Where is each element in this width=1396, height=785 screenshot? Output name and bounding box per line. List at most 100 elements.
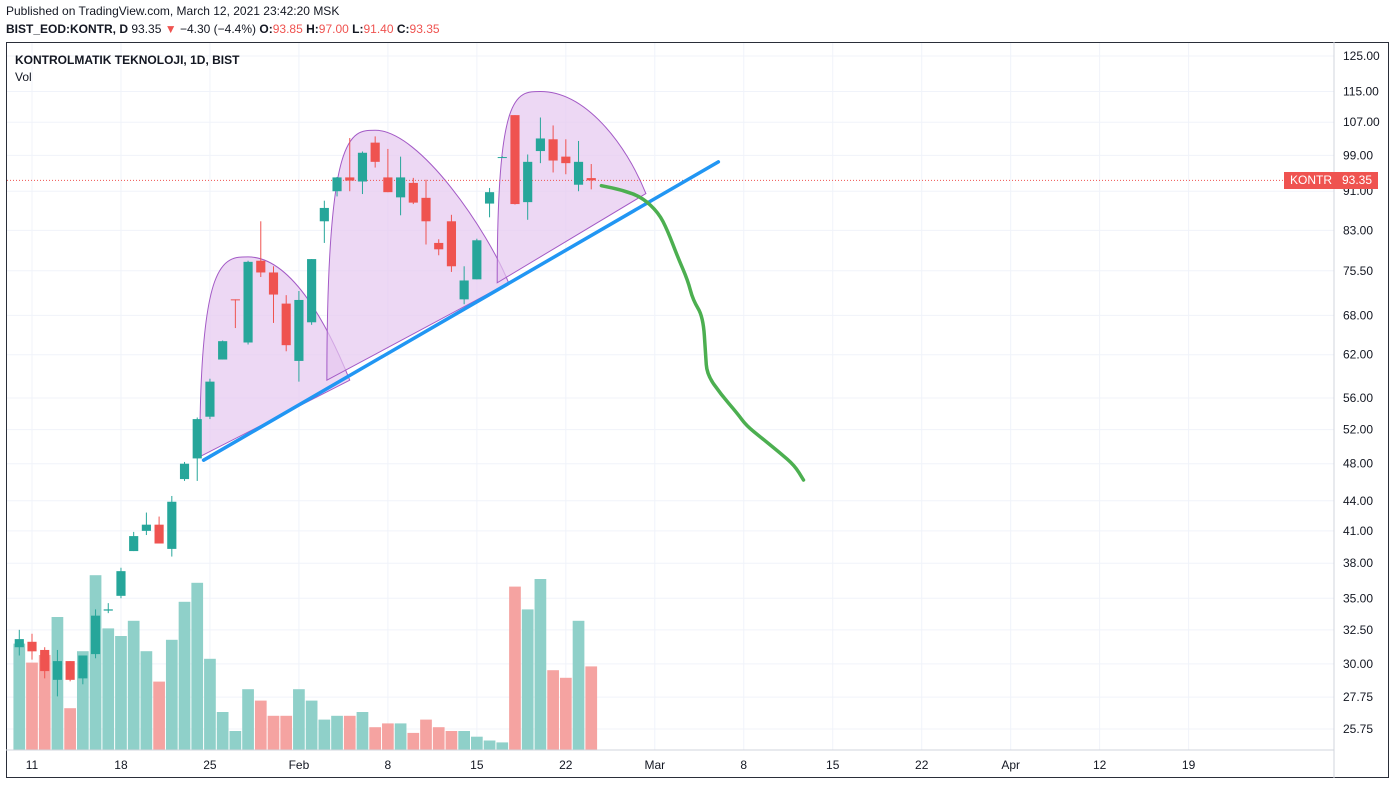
price-tick-label: 25.75 bbox=[1343, 722, 1373, 736]
time-tick-label: 25 bbox=[203, 758, 217, 772]
candle-body bbox=[65, 661, 75, 680]
candle-body bbox=[561, 156, 571, 164]
volume-bar bbox=[191, 582, 204, 750]
candle-body bbox=[408, 182, 418, 203]
candle-body bbox=[535, 138, 545, 152]
head-shoulder-arc[interactable] bbox=[326, 129, 510, 382]
volume-bar bbox=[153, 681, 165, 750]
candle-body bbox=[383, 177, 393, 193]
time-tick-label: 11 bbox=[26, 758, 39, 772]
price-axis: 125.00115.00107.0099.0091.0083.0075.5068… bbox=[1343, 49, 1380, 736]
volume-bar bbox=[483, 740, 496, 750]
candle-body bbox=[484, 192, 495, 204]
volume-bar bbox=[559, 677, 572, 750]
candle-body bbox=[370, 142, 380, 162]
volume-bar bbox=[102, 628, 115, 750]
volume-bar bbox=[318, 719, 331, 750]
candle-body bbox=[357, 152, 368, 182]
open-value: 93.85 bbox=[272, 22, 303, 36]
candle-body bbox=[192, 419, 202, 459]
time-tick-label: 22 bbox=[559, 758, 573, 772]
volume-bars bbox=[13, 575, 598, 750]
drawing-overlays bbox=[201, 160, 806, 482]
volume-bar bbox=[26, 662, 38, 750]
candle-body bbox=[103, 609, 113, 611]
last-price-tag: KONTR 93.35 bbox=[1284, 171, 1378, 189]
high-value: 97.00 bbox=[318, 22, 349, 36]
time-tick-label: Mar bbox=[644, 758, 665, 772]
time-tick-label: Apr bbox=[1001, 758, 1020, 772]
price-tick-label: 115.00 bbox=[1343, 85, 1379, 99]
last-price: 93.35 bbox=[131, 22, 162, 36]
price-tick-label: 44.00 bbox=[1343, 494, 1373, 508]
volume-bar bbox=[534, 579, 547, 750]
volume-bar bbox=[13, 643, 26, 750]
high-label: H: bbox=[306, 22, 319, 36]
neckline-trendline[interactable] bbox=[201, 160, 721, 462]
candle-body bbox=[434, 242, 444, 250]
volume-bar bbox=[229, 731, 242, 750]
candle-body bbox=[573, 161, 584, 185]
volume-bar bbox=[432, 727, 445, 750]
candle-body bbox=[154, 524, 164, 544]
time-tick-label: 15 bbox=[470, 758, 484, 772]
price-change: −4.30 (−4.4%) bbox=[179, 22, 257, 36]
candlesticks bbox=[14, 115, 596, 697]
volume-legend: Vol bbox=[15, 70, 32, 84]
volume-bar bbox=[127, 620, 140, 750]
price-tick-label: 56.00 bbox=[1343, 391, 1373, 405]
volume-bar bbox=[420, 719, 432, 750]
volume-bar bbox=[204, 658, 216, 750]
candle-body bbox=[319, 207, 329, 222]
price-tick-label: 38.00 bbox=[1343, 556, 1373, 570]
price-tag-symbol: KONTR bbox=[1290, 172, 1332, 187]
volume-bar bbox=[547, 670, 559, 750]
time-tick-label: 15 bbox=[826, 758, 840, 772]
volume-bar bbox=[89, 575, 102, 750]
price-tick-label: 62.00 bbox=[1343, 348, 1373, 362]
candle-body bbox=[459, 280, 469, 300]
candle-body bbox=[510, 115, 520, 205]
volume-bar bbox=[356, 712, 369, 750]
volume-bar bbox=[331, 715, 343, 750]
price-tick-label: 41.00 bbox=[1343, 524, 1373, 538]
price-tick-label: 48.00 bbox=[1343, 457, 1373, 471]
volume-bar bbox=[305, 700, 318, 750]
chart-frame bbox=[6, 42, 1389, 778]
volume-bar bbox=[382, 723, 394, 750]
candle-body bbox=[268, 272, 279, 295]
candle-body bbox=[586, 178, 596, 181]
volume-bar bbox=[293, 689, 305, 750]
time-tick-label: 19 bbox=[1182, 758, 1196, 772]
low-value: 91.40 bbox=[363, 22, 394, 36]
projection-brush-path[interactable] bbox=[599, 183, 806, 482]
candle-body bbox=[179, 463, 190, 480]
candle-body bbox=[78, 655, 88, 679]
time-tick-label: 12 bbox=[1093, 758, 1107, 772]
candle-body bbox=[167, 501, 177, 549]
volume-bar bbox=[470, 736, 483, 750]
candle-body bbox=[205, 381, 215, 417]
candle-body bbox=[446, 221, 457, 267]
volume-bar bbox=[178, 601, 191, 750]
volume-bar bbox=[407, 732, 420, 750]
price-tick-label: 27.75 bbox=[1343, 690, 1373, 704]
volume-bar bbox=[572, 620, 585, 750]
candle-body bbox=[307, 259, 317, 323]
head-shoulder-arc[interactable] bbox=[496, 91, 647, 284]
volume-bar bbox=[38, 655, 51, 750]
down-arrow-icon: ▼ bbox=[164, 22, 177, 36]
candle-body bbox=[396, 177, 406, 198]
candle-body bbox=[523, 161, 533, 203]
price-tick-label: 32.50 bbox=[1343, 623, 1373, 637]
volume-bar bbox=[394, 723, 407, 750]
price-tick-label: 35.00 bbox=[1343, 591, 1373, 605]
time-tick-label: 18 bbox=[114, 758, 128, 772]
candle-body bbox=[230, 299, 240, 301]
candle-body bbox=[243, 261, 253, 343]
price-tick-label: 75.50 bbox=[1343, 264, 1373, 278]
volume-bar bbox=[267, 715, 280, 750]
volume-bar bbox=[496, 742, 509, 750]
time-tick-label: Feb bbox=[289, 758, 310, 772]
